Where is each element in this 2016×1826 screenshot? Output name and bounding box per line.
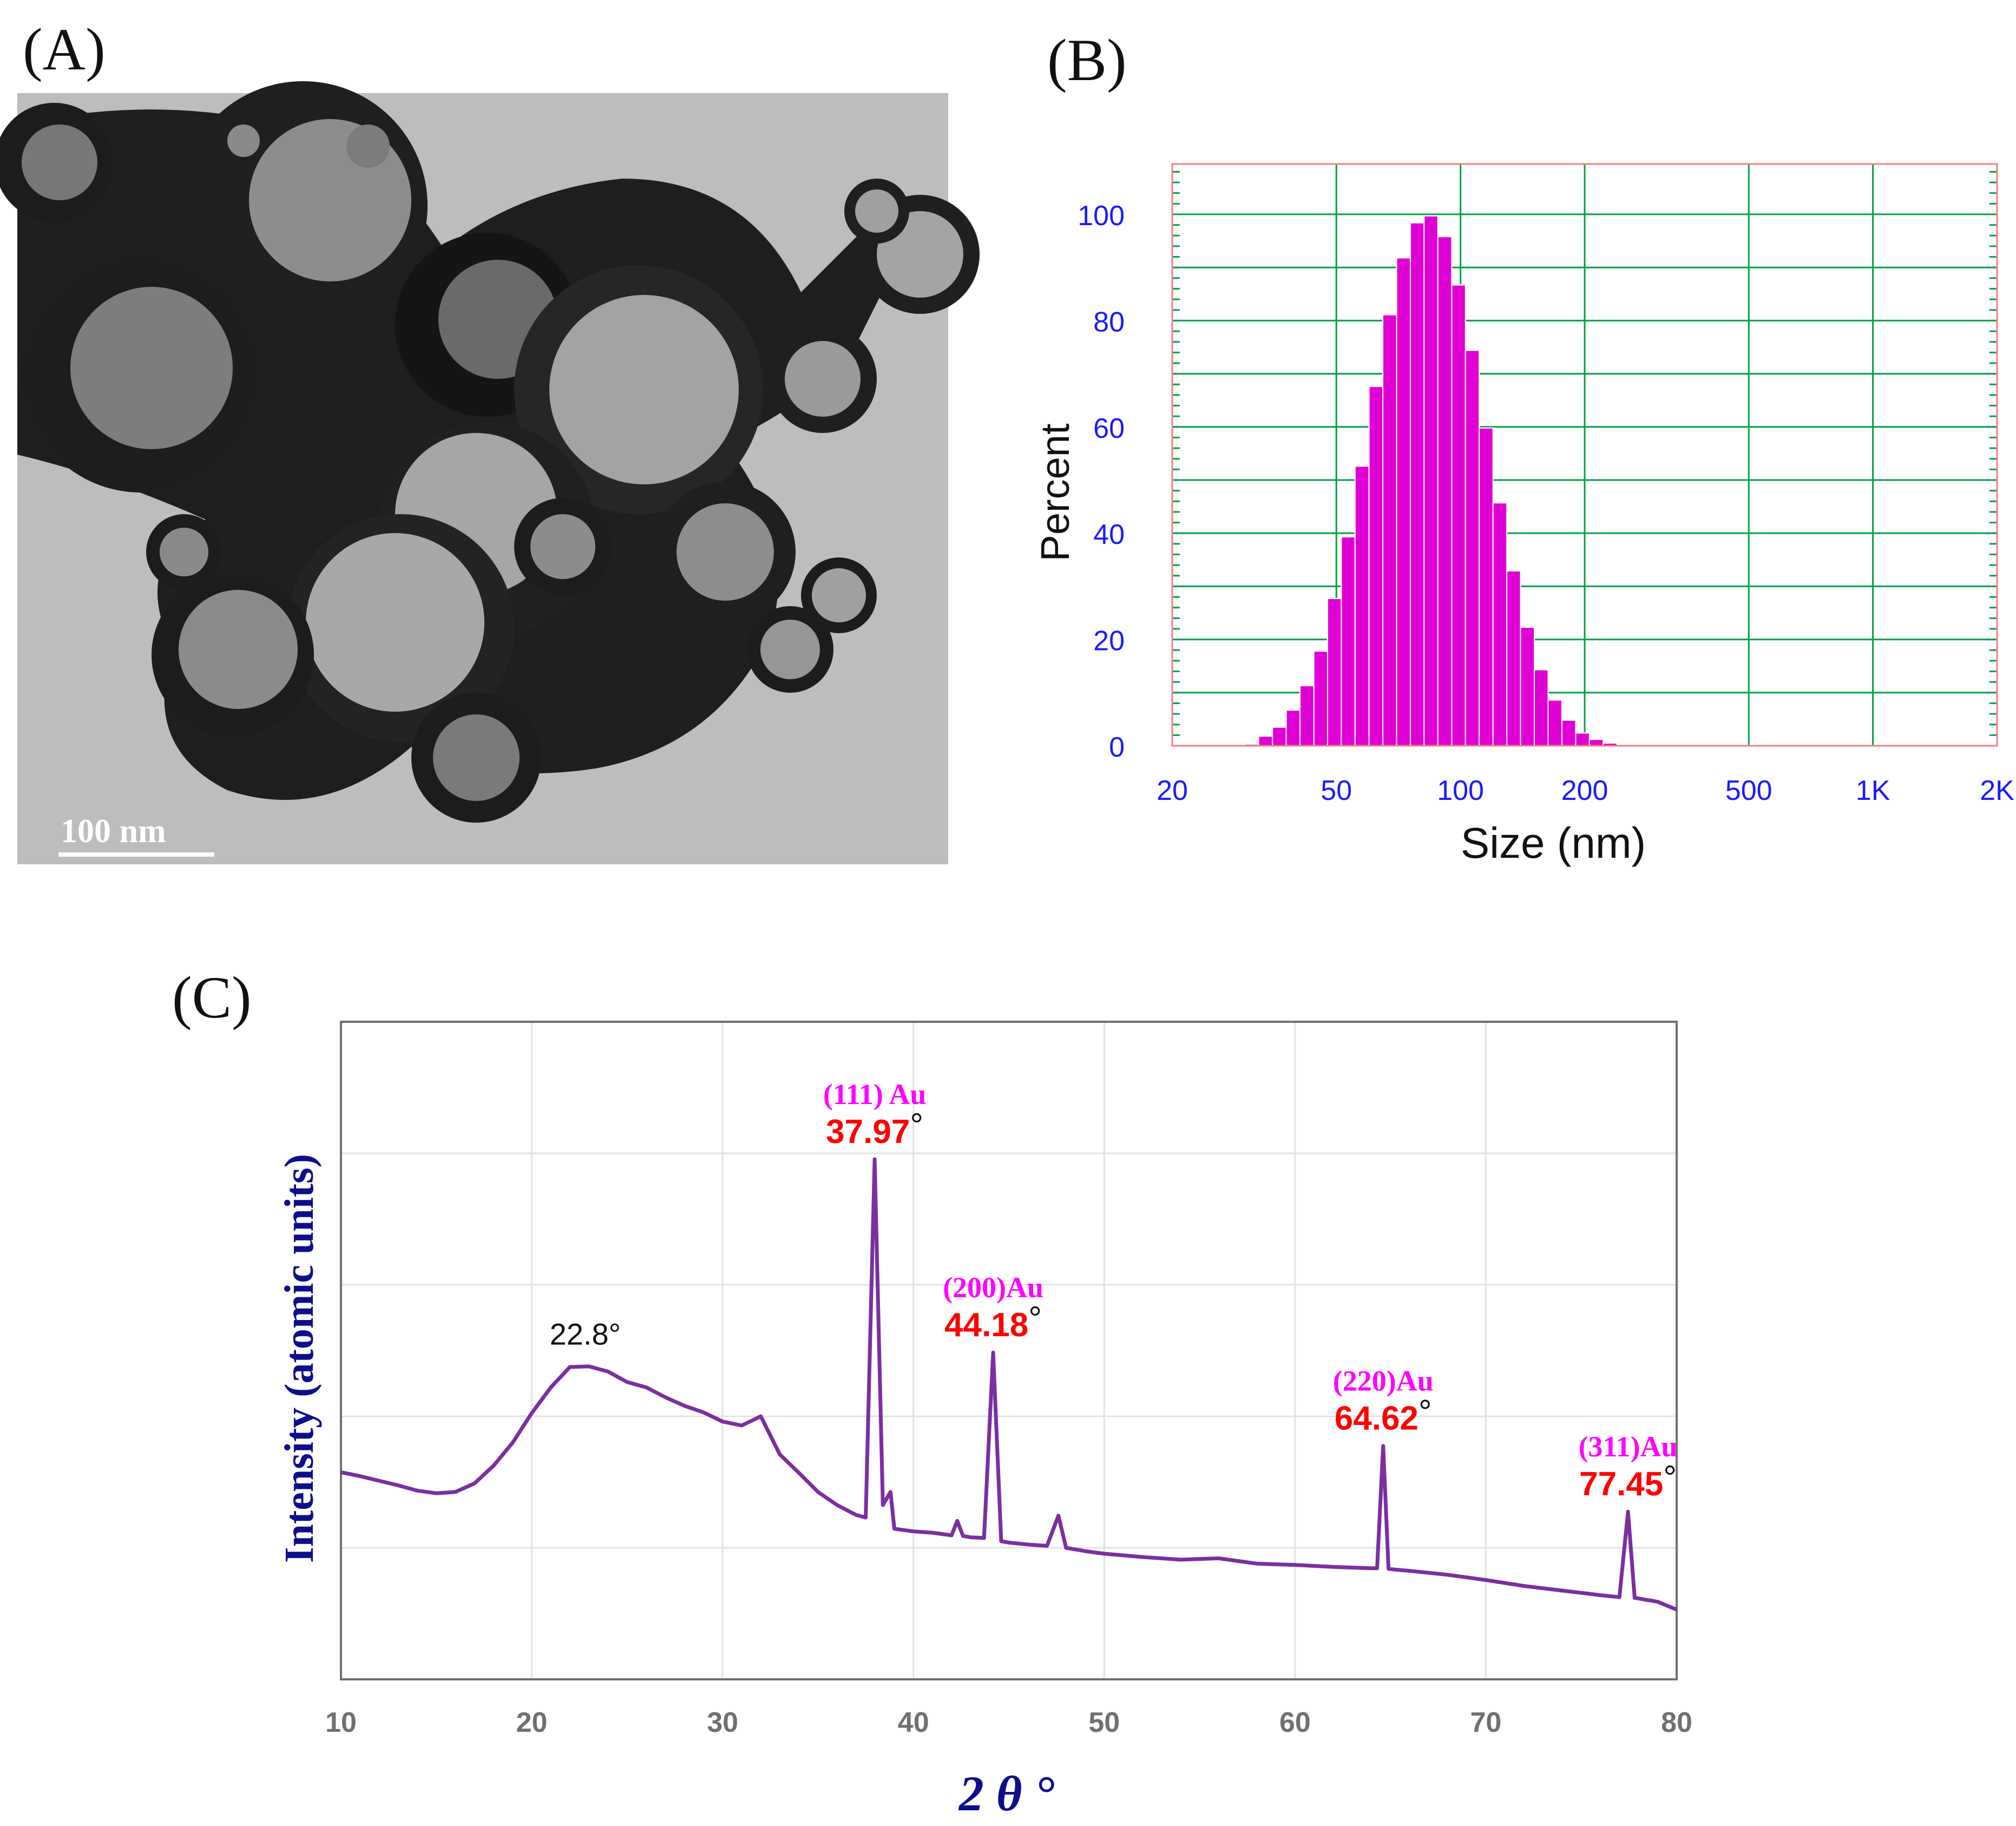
histogram-bar-13 — [1423, 215, 1439, 747]
degree-sign: ° — [1028, 1300, 1042, 1337]
histogram-bar-20 — [1520, 627, 1535, 747]
x-tick-label: 40 — [898, 1707, 929, 1738]
tem-micrograph-icon: 100 nm — [0, 81, 980, 864]
scale-bar — [58, 852, 214, 857]
panel-b: (B) 0 20 40 60 80 100 20 50 100 200 500 1K 2K Perce… — [1033, 27, 2014, 867]
panel-a-label: (A) — [23, 16, 106, 82]
x-tick-label: 30 — [707, 1707, 738, 1738]
x-tick-label: 50 — [1321, 775, 1352, 806]
histogram-bar-9 — [1368, 386, 1384, 746]
y-tick-label: 20 — [1093, 626, 1125, 657]
y-tick-label: 60 — [1093, 413, 1125, 444]
x-tick-label: 2K — [1980, 775, 2014, 806]
histogram-y-tick-labels: 0 20 40 60 80 100 — [1078, 200, 1125, 763]
histogram-bars — [1244, 215, 1632, 747]
peak-plane-label: (200)Au — [943, 1271, 1043, 1304]
x-tick-label: 10 — [325, 1707, 357, 1738]
peak-angle-label: 37.97° — [826, 1107, 923, 1151]
xrd-y-axis-label: Intensity (atomic units) — [277, 1154, 322, 1563]
histogram-bar-6 — [1327, 597, 1342, 746]
histogram-frame — [1171, 163, 1998, 747]
y-tick-label: 0 — [1109, 732, 1125, 763]
x-tick-label: 200 — [1561, 775, 1608, 806]
xrd-series-line — [340, 1157, 1678, 1612]
y-tick-label: 80 — [1093, 306, 1125, 338]
xrd-plot-frame — [340, 1021, 1678, 1680]
histogram-bar-8 — [1354, 465, 1370, 746]
peak-angle-label: 44.18° — [944, 1300, 1042, 1344]
histogram-bar-21 — [1533, 669, 1549, 746]
histogram-bar-5 — [1313, 651, 1328, 746]
peak-plane-label: (311)Au — [1579, 1430, 1678, 1463]
panel-b-label: (B) — [1047, 27, 1127, 93]
x-tick-label: 20 — [516, 1707, 548, 1738]
peak-angle-label: 77.45° — [1579, 1459, 1677, 1503]
panel-c: (C) 10 20 30 40 50 60 70 80 22.8° (111) Au37.97°… — [172, 964, 1692, 1821]
degree-sign: ° — [1663, 1459, 1677, 1496]
histogram-bar-17 — [1479, 427, 1494, 746]
histogram-bar-25 — [1588, 739, 1604, 746]
panel-c-label: (C) — [172, 964, 252, 1030]
x-tick-label: 50 — [1088, 1707, 1120, 1738]
scale-bar-label: 100 nm — [61, 813, 166, 850]
histogram-bar-14 — [1437, 236, 1453, 746]
histogram-bar-23 — [1561, 719, 1577, 747]
histogram-bar-3 — [1285, 710, 1301, 747]
histogram-bar-10 — [1382, 314, 1397, 746]
histogram-bar-19 — [1506, 570, 1521, 746]
histogram-bar-7 — [1341, 536, 1356, 746]
peak-label-amorphous: 22.8° — [550, 1317, 621, 1351]
histogram-bar-1 — [1258, 735, 1273, 746]
degree-sign: ° — [1419, 1394, 1432, 1431]
histogram-bar-2 — [1272, 726, 1287, 747]
y-tick-label: 100 — [1078, 200, 1125, 232]
histogram-bar-16 — [1465, 350, 1480, 746]
histogram-bar-11 — [1396, 257, 1411, 746]
histogram-bar-24 — [1575, 732, 1590, 747]
x-tick-label: 70 — [1470, 1707, 1502, 1738]
x-tick-label: 60 — [1279, 1707, 1311, 1738]
histogram-minor-ticks — [1172, 170, 1997, 747]
histogram-bar-15 — [1451, 284, 1466, 746]
x-tick-label: 80 — [1661, 1707, 1692, 1738]
histogram-x-tick-labels: 20 50 100 200 500 1K 2K — [1157, 775, 2014, 806]
histogram-y-axis-label: Percent — [1033, 423, 1078, 561]
histogram-bar-4 — [1299, 685, 1315, 747]
peak-plane-label: (220)Au — [1333, 1365, 1434, 1397]
histogram-x-axis-label: Size (nm) — [1461, 819, 1646, 867]
x-tick-label: 500 — [1725, 775, 1772, 806]
x-tick-label: 20 — [1157, 775, 1188, 806]
histogram-bar-22 — [1547, 699, 1562, 746]
y-tick-label: 40 — [1093, 519, 1125, 550]
histogram-grid — [1172, 164, 1997, 747]
xrd-grid — [341, 1022, 1677, 1679]
histogram-bar-18 — [1492, 502, 1508, 746]
x-tick-label: 100 — [1437, 775, 1484, 806]
peak-angle-label: 64.62° — [1335, 1394, 1432, 1437]
degree-sign: ° — [910, 1107, 923, 1144]
histogram-bar-12 — [1410, 222, 1425, 747]
x-tick-label: 1K — [1856, 775, 1890, 806]
xrd-x-axis-label: 2 θ ° — [958, 1766, 1055, 1821]
peak-plane-label: (111) Au — [823, 1078, 927, 1111]
panel-a: (A) — [0, 16, 980, 864]
xrd-x-tick-labels: 10 20 30 40 50 60 70 80 — [325, 1707, 1692, 1738]
